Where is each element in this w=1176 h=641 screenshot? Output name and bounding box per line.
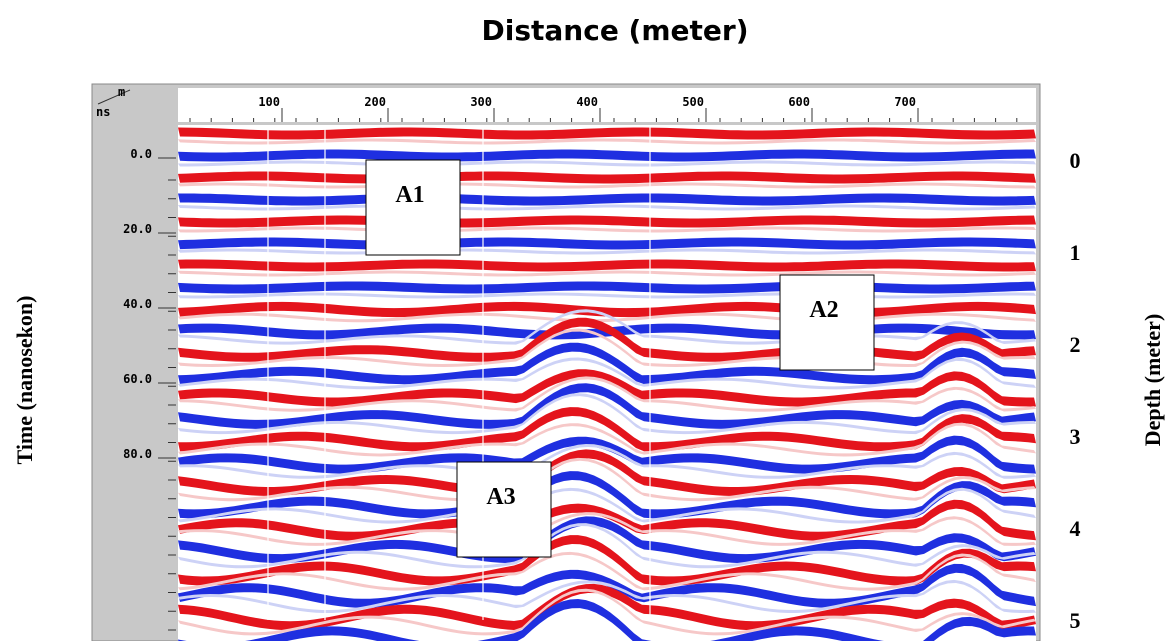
- time-tick-label: 0.0: [130, 147, 152, 161]
- radar-band: [178, 444, 1036, 479]
- distance-tick-label: 500: [682, 95, 704, 109]
- title: Distance (meter): [482, 14, 749, 47]
- time-tick-label: 40.0: [123, 297, 152, 311]
- radar-band: [178, 127, 1036, 140]
- depth-tick-label: 5: [1070, 608, 1081, 633]
- time-tick-label: 20.0: [123, 222, 152, 236]
- annotation-label: A1: [395, 182, 424, 208]
- radar-band: [178, 435, 1036, 474]
- distance-tick-label: 100: [258, 95, 280, 109]
- radar-band: [178, 499, 1036, 541]
- time-tick-label: 80.0: [123, 447, 152, 461]
- radar-band: [178, 579, 1036, 613]
- radar-band: [178, 383, 1036, 429]
- radar-band: [178, 369, 1036, 407]
- unit-bottom: ns: [96, 105, 110, 119]
- distance-ruler: [178, 88, 1036, 122]
- radar-band: [178, 357, 1036, 390]
- ticks: 100 200 300 400 500 600 700 0.0 20.0 40.0 60.0 80.0…: [123, 95, 1080, 633]
- radar-band: [178, 523, 1036, 569]
- annotation-box: [365, 159, 461, 256]
- distance-tick-label: 700: [894, 95, 916, 109]
- unit-top: m: [118, 85, 125, 99]
- annotation-box: [779, 274, 875, 371]
- annotation-label: A3: [486, 484, 515, 510]
- radar-band: [178, 270, 1036, 277]
- radar-band: [178, 471, 1036, 519]
- radar-band: [178, 422, 1036, 457]
- distance-tick-label: 300: [470, 95, 492, 109]
- radar-band: [178, 487, 1036, 524]
- radar-band: [178, 149, 1036, 162]
- radargram: [178, 125, 1036, 641]
- depth-tick-label: 4: [1070, 516, 1081, 541]
- radar-band: [178, 376, 1036, 412]
- right-axis-label: Depth (meter): [1140, 314, 1165, 447]
- radar-band: [178, 599, 1036, 641]
- depth-tick-label: 1: [1070, 240, 1081, 265]
- annotation-box: [456, 461, 552, 558]
- radar-band: [178, 259, 1036, 272]
- time-tick-label: 60.0: [123, 372, 152, 386]
- distance-tick-label: 600: [788, 95, 810, 109]
- distance-tick-label: 400: [576, 95, 598, 109]
- radar-band: [178, 309, 1036, 345]
- radar-band: [178, 535, 1036, 586]
- depth-tick-label: 0: [1070, 148, 1081, 173]
- unit-slash: [97, 89, 131, 105]
- radar-band: [178, 449, 1036, 496]
- depth-tick-label: 2: [1070, 332, 1081, 357]
- distance-tick-label: 200: [364, 95, 386, 109]
- radar-band: [178, 393, 1036, 435]
- radar-band: [178, 342, 1036, 385]
- left-axis-label: Time (nanosekon): [12, 296, 37, 465]
- radar-band: [178, 407, 1036, 452]
- radar-band: [178, 138, 1036, 145]
- annotation-label: A2: [809, 297, 838, 323]
- depth-tick-label: 3: [1070, 424, 1081, 449]
- radar-band: [178, 457, 1036, 502]
